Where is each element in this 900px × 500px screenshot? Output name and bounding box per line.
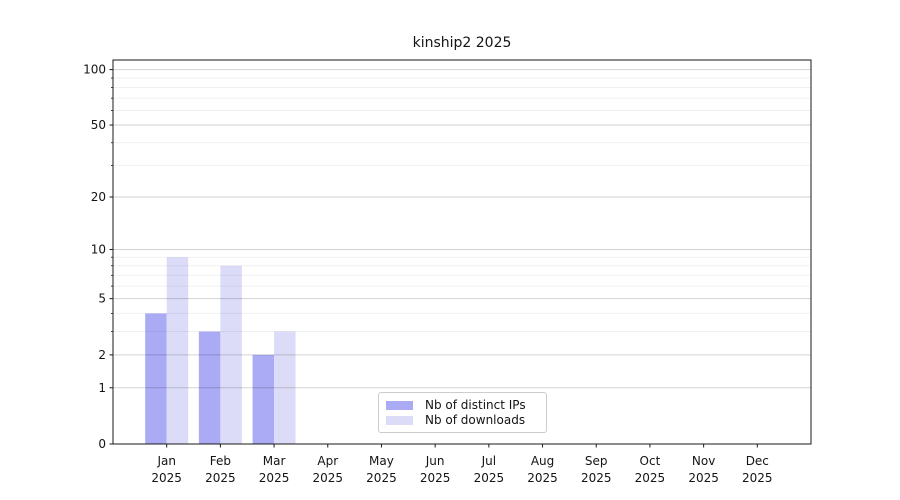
x-tick-label-year: 2025 [742,471,773,485]
legend-item-downloads: Nb of downloads [386,414,540,426]
legend-swatch-distinct-ips [386,400,413,410]
bar-distinct-ips-mar [252,354,275,444]
y-tick-label: 20 [91,190,106,204]
x-tick-label-year: 2025 [312,471,343,485]
bar-downloads-jan [166,257,189,444]
x-tick-label-month: Jun [425,454,445,468]
chart-title: kinship2 2025 [412,35,512,51]
x-tick-label-year: 2025 [581,471,612,485]
legend-swatch-downloads [386,415,413,425]
y-tick-label: 10 [91,242,106,256]
x-axis: Jan 2025 Feb 2025 Mar 2025 Apr 2025 May 2025 Jun 20… [151,444,773,485]
bar-downloads-mar [274,331,296,444]
x-tick-label-month: Jan [156,454,176,468]
x-tick-label-month: Jul [481,454,496,468]
y-tick-label: 100 [83,63,106,77]
legend-label-downloads: Nb of downloads [425,413,526,427]
x-tick-label-month: Sep [585,454,608,468]
x-tick-label-month: Nov [692,454,715,468]
x-tick-label-year: 2025 [151,471,182,485]
x-tick-label-month: May [369,454,394,468]
bar-downloads-feb [220,265,242,444]
y-tick-label: 2 [98,348,106,362]
x-tick-label-month: Aug [531,454,554,468]
gridlines-layer [113,69,811,389]
y-tick-label: 0 [98,437,106,451]
x-tick-label-year: 2025 [420,471,451,485]
y-tick-label: 50 [91,118,106,132]
x-tick-label-year: 2025 [635,471,666,485]
bars-layer [145,257,296,444]
legend-label-distinct-ips: Nb of distinct IPs [425,398,526,412]
x-tick-label-year: 2025 [527,471,558,485]
x-tick-label-month: Oct [640,454,661,468]
legend: Nb of distinct IPs Nb of downloads [378,392,547,433]
y-tick-label: 1 [98,381,106,395]
x-tick-label-year: 2025 [474,471,505,485]
y-tick-label: 5 [98,292,106,306]
x-tick-label-year: 2025 [259,471,290,485]
bar-distinct-ips-jan [145,313,167,444]
x-tick-label-month: Dec [746,454,769,468]
x-tick-label-month: Mar [263,454,286,468]
y-axis: 0 1 2 5 10 20 50 100 [83,63,113,451]
plot-border [112,59,812,445]
bar-distinct-ips-feb [198,331,221,444]
x-tick-label-month: Apr [317,454,338,468]
legend-item-distinct-ips: Nb of distinct IPs [386,399,540,411]
x-tick-label-month: Feb [210,454,231,468]
x-tick-label-year: 2025 [205,471,236,485]
x-tick-label-year: 2025 [688,471,719,485]
x-tick-label-year: 2025 [366,471,397,485]
